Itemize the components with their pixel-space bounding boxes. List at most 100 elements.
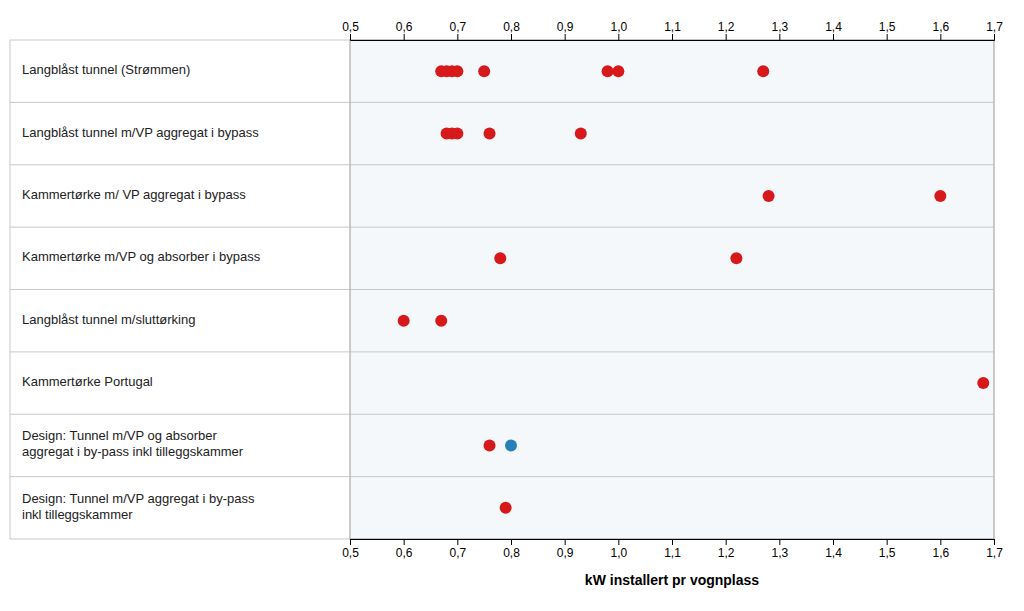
dot: [435, 315, 447, 327]
tick: 1,2: [718, 20, 735, 40]
x-axis-bottom: 0,5 0,6 0,7 0,8 0,9 1,0 1,1 1,2 1,3 1,4 1,5 1,6 1,7: [342, 539, 1003, 560]
tick-mark: [940, 539, 941, 545]
tick: 1,2: [718, 539, 735, 560]
tick-label: 1,3: [771, 20, 788, 34]
dot: [478, 65, 490, 77]
tick: 1,0: [610, 20, 627, 40]
x-axis-title: kW installert pr vognplass: [585, 572, 759, 588]
row-label: Langblåst tunnel m/VP aggregat i bypass: [22, 125, 259, 140]
tick: 1,0: [610, 539, 627, 560]
tick-mark: [994, 539, 995, 545]
row-border: [10, 351, 994, 352]
tick-mark: [779, 34, 780, 40]
tick: 1,4: [825, 20, 842, 40]
tick-label: 0,5: [342, 546, 359, 560]
row-label-line: inkl tilleggskammer: [22, 507, 133, 522]
tick-label: 0,6: [396, 546, 413, 560]
row-label-line: Kammertørke Portugal: [22, 375, 153, 390]
tick-label: 1,5: [879, 546, 896, 560]
tick-mark: [511, 539, 512, 545]
x-axis-top: 0,50,60,70,80,91,01,11,21,31,41,51,61,7: [342, 20, 1003, 41]
tick-mark: [726, 539, 727, 545]
row-label: Kammertørke Portugal: [22, 375, 153, 390]
tick-label: 0,7: [449, 546, 466, 560]
tick-label: 1,1: [664, 20, 681, 34]
dot: [505, 439, 517, 451]
tick: 1,5: [879, 20, 896, 40]
tick: 1,6: [932, 539, 949, 560]
tick-label: 1,4: [825, 20, 842, 34]
row-label-line: Kammertørke m/VP og absorber i bypass: [22, 250, 261, 265]
dot: [763, 190, 775, 202]
row-label-line: Design: Tunnel m/VP aggregat i by-pass: [22, 491, 255, 506]
tick-mark: [833, 539, 834, 545]
dot: [494, 252, 506, 264]
tick-label: 0,5: [342, 20, 359, 34]
tick: 0,7: [449, 20, 466, 40]
tick-label: 0,6: [396, 20, 413, 34]
row-border: [10, 476, 994, 477]
row-label: Design: Tunnel m/VP aggregat i by-passin…: [22, 491, 255, 522]
tick-mark: [887, 34, 888, 40]
row-borders: [10, 40, 994, 539]
tick: 1,4: [825, 539, 842, 560]
tick: 0,5: [342, 539, 359, 560]
tick-mark: [457, 539, 458, 545]
tick-mark: [994, 34, 995, 40]
dot: [451, 128, 463, 140]
tick-label: 1,2: [718, 546, 735, 560]
row-border: [10, 289, 994, 290]
tick-mark: [940, 34, 941, 40]
tick: 1,7: [986, 539, 1003, 560]
tick-label: 1,5: [879, 20, 896, 34]
tick-mark: [511, 34, 512, 40]
dot: [730, 252, 742, 264]
chart: Langblåst tunnel (Strømmen) Langblåst tun…: [0, 0, 1024, 611]
row-label-line: Langblåst tunnel (Strømmen): [22, 63, 190, 78]
tick: 0,6: [396, 539, 413, 560]
row-label-line: Design: Tunnel m/VP og absorber: [22, 429, 218, 444]
label-column-border: [10, 40, 11, 539]
tick-label: 0,9: [557, 546, 574, 560]
tick-label: 1,6: [932, 546, 949, 560]
row-label-line: Kammertørke m/ VP aggregat i bypass: [22, 187, 246, 202]
dots: [398, 65, 990, 514]
tick: 1,5: [879, 539, 896, 560]
tick: 0,6: [396, 20, 413, 40]
tick: 1,3: [771, 539, 788, 560]
axis-domain: [351, 34, 995, 41]
row-label-line: Langblåst tunnel m/sluttørking: [22, 312, 195, 327]
dot: [398, 315, 410, 327]
dot: [484, 439, 496, 451]
row-labels: Langblåst tunnel (Strømmen) Langblåst tun…: [22, 63, 261, 523]
tick: 0,8: [503, 20, 520, 40]
tick-mark: [350, 539, 351, 545]
row-label-line: aggregat i by-pass inkl tilleggskammer: [22, 445, 244, 460]
tick-label: 1,1: [664, 546, 681, 560]
tick: 1,1: [664, 539, 681, 560]
dot: [484, 128, 496, 140]
dot: [612, 65, 624, 77]
tick: 1,1: [664, 20, 681, 40]
dot: [934, 190, 946, 202]
tick-label: 0,8: [503, 546, 520, 560]
tick-mark: [887, 539, 888, 545]
tick-mark: [565, 34, 566, 40]
row-border: [10, 102, 994, 103]
dot: [977, 377, 989, 389]
tick-mark: [618, 34, 619, 40]
row-border: [10, 164, 994, 165]
tick-label: 0,7: [449, 20, 466, 34]
dot: [500, 502, 512, 514]
tick-mark: [618, 539, 619, 545]
tick-mark: [404, 539, 405, 545]
row-label: Langblåst tunnel m/sluttørking: [22, 312, 195, 327]
tick: 0,5: [342, 20, 359, 40]
dot: [575, 128, 587, 140]
row-label: Kammertørke m/VP og absorber i bypass: [22, 250, 261, 265]
tick-label: 1,0: [610, 546, 627, 560]
dot: [757, 65, 769, 77]
row-label: Langblåst tunnel (Strømmen): [22, 63, 190, 78]
tick-label: 1,3: [771, 546, 788, 560]
tick-label: 1,4: [825, 546, 842, 560]
